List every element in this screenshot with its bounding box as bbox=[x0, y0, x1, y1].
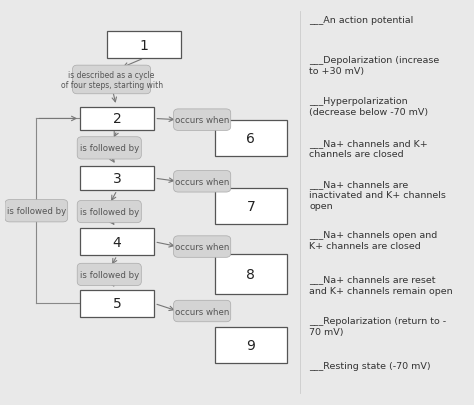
Text: ___Repolarization (return to -
70 mV): ___Repolarization (return to - 70 mV) bbox=[309, 316, 446, 336]
FancyBboxPatch shape bbox=[73, 66, 151, 94]
Text: occurs when: occurs when bbox=[175, 243, 229, 252]
Text: 7: 7 bbox=[246, 200, 255, 213]
Text: ___Na+ channels are reset
and K+ channels remain open: ___Na+ channels are reset and K+ channel… bbox=[309, 275, 453, 295]
Text: occurs when: occurs when bbox=[175, 307, 229, 316]
FancyBboxPatch shape bbox=[173, 171, 231, 192]
Text: 2: 2 bbox=[113, 112, 121, 126]
Text: ___Na+ channels are
inactivated and K+ channels
open: ___Na+ channels are inactivated and K+ c… bbox=[309, 179, 446, 211]
Text: occurs when: occurs when bbox=[175, 116, 229, 125]
FancyBboxPatch shape bbox=[215, 254, 287, 294]
Text: ___Resting state (-70 mV): ___Resting state (-70 mV) bbox=[309, 361, 430, 370]
FancyBboxPatch shape bbox=[173, 110, 231, 131]
FancyBboxPatch shape bbox=[215, 328, 287, 363]
Text: is described as a cycle
of four steps, starting with: is described as a cycle of four steps, s… bbox=[61, 70, 163, 90]
FancyBboxPatch shape bbox=[80, 107, 155, 131]
FancyBboxPatch shape bbox=[173, 236, 231, 258]
Text: 1: 1 bbox=[140, 39, 148, 53]
FancyBboxPatch shape bbox=[173, 301, 231, 322]
Text: is followed by: is followed by bbox=[80, 270, 139, 279]
Text: is followed by: is followed by bbox=[80, 207, 139, 217]
Text: ___Na+ channels and K+
channels are closed: ___Na+ channels and K+ channels are clos… bbox=[309, 139, 428, 159]
FancyBboxPatch shape bbox=[215, 189, 287, 224]
FancyBboxPatch shape bbox=[77, 201, 141, 223]
Text: ___Na+ channels open and
K+ channels are closed: ___Na+ channels open and K+ channels are… bbox=[309, 230, 437, 250]
Text: 8: 8 bbox=[246, 267, 255, 281]
Text: 6: 6 bbox=[246, 132, 255, 146]
Text: occurs when: occurs when bbox=[175, 177, 229, 186]
Text: is followed by: is followed by bbox=[7, 207, 66, 216]
Text: ___An action potential: ___An action potential bbox=[309, 16, 413, 25]
FancyBboxPatch shape bbox=[80, 167, 155, 191]
FancyBboxPatch shape bbox=[215, 121, 287, 157]
Text: ___Hyperpolarization
(decrease below -70 mV): ___Hyperpolarization (decrease below -70… bbox=[309, 97, 428, 117]
Text: 5: 5 bbox=[113, 297, 121, 311]
FancyBboxPatch shape bbox=[80, 290, 155, 317]
FancyBboxPatch shape bbox=[77, 137, 141, 160]
Text: is followed by: is followed by bbox=[80, 144, 139, 153]
FancyBboxPatch shape bbox=[5, 200, 68, 222]
FancyBboxPatch shape bbox=[77, 264, 141, 286]
Text: 9: 9 bbox=[246, 339, 255, 352]
FancyBboxPatch shape bbox=[80, 229, 155, 256]
Text: 4: 4 bbox=[113, 235, 121, 249]
FancyBboxPatch shape bbox=[107, 32, 181, 59]
Text: ___Depolarization (increase
to +30 mV): ___Depolarization (increase to +30 mV) bbox=[309, 55, 439, 76]
Text: 3: 3 bbox=[113, 172, 121, 185]
